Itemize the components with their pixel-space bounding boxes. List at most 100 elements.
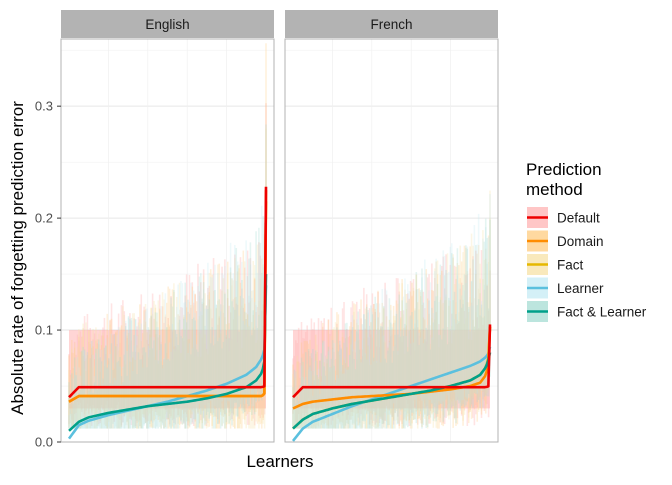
error-bar [409, 355, 412, 409]
error-bar [374, 308, 377, 416]
error-bar [200, 333, 202, 429]
error-bar [181, 336, 184, 425]
error-bar [177, 349, 179, 416]
error-bar [173, 346, 175, 423]
error-bar [241, 261, 243, 411]
error-bar [69, 409, 72, 429]
error-bar [231, 338, 233, 420]
error-bar [102, 383, 104, 429]
error-bar [321, 340, 324, 429]
error-bar [432, 322, 435, 421]
error-bar [296, 400, 299, 429]
error-bar [208, 285, 211, 404]
error-bar [119, 357, 121, 429]
error-bar [191, 327, 194, 415]
error-bar [310, 370, 313, 429]
error-bar [394, 334, 396, 413]
error-bar [449, 246, 452, 393]
error-bar [358, 353, 361, 425]
error-bar [480, 304, 483, 387]
error-bar [224, 259, 226, 415]
error-bar [333, 343, 335, 429]
error-bar [476, 244, 479, 394]
error-bar [343, 342, 345, 429]
error-bar [374, 330, 377, 413]
error-bar [297, 327, 300, 415]
error-bar [158, 310, 161, 423]
error-bar [103, 365, 106, 416]
error-bar [346, 369, 348, 429]
error-bar [384, 288, 386, 414]
error-bar [296, 343, 299, 429]
error-bar [351, 363, 354, 425]
error-bar [446, 273, 449, 396]
error-bar [180, 352, 182, 417]
error-bar [151, 307, 154, 423]
error-bar [314, 334, 317, 429]
error-bar [148, 329, 151, 424]
error-bar [214, 337, 216, 417]
error-bar [229, 242, 232, 412]
error-bar [306, 325, 308, 419]
error-bar [324, 370, 327, 416]
error-bar [219, 304, 222, 429]
error-bar [312, 328, 314, 421]
error-bar [234, 244, 236, 407]
error-bar [68, 354, 70, 425]
error-bar [253, 302, 256, 388]
error-bar [171, 289, 174, 427]
error-bar [404, 353, 406, 412]
error-bar [412, 342, 415, 413]
error-bar [484, 227, 487, 381]
error-bar [470, 233, 473, 396]
error-bar [388, 342, 391, 415]
error-bar [85, 394, 87, 429]
error-bar [248, 302, 250, 425]
error-bar [456, 248, 459, 400]
error-bar [391, 327, 394, 409]
error-bar [480, 301, 483, 391]
error-bar [293, 369, 296, 429]
error-bar [184, 359, 187, 429]
error-bar [113, 377, 116, 429]
error-bar [406, 351, 409, 428]
error-bar [320, 320, 323, 408]
error-bar [258, 315, 260, 380]
error-bar [435, 296, 437, 422]
error-bar [214, 343, 216, 417]
panel-border [60, 38, 275, 443]
error-bar [200, 273, 202, 415]
error-bar [117, 350, 120, 429]
error-bar [384, 340, 386, 429]
error-bar [71, 339, 73, 429]
error-bar [459, 288, 462, 402]
error-bar [419, 296, 422, 415]
error-bar [219, 333, 222, 413]
error-bar [150, 337, 153, 421]
error-bar [436, 283, 439, 415]
error-bar [191, 286, 194, 410]
error-bar [408, 290, 411, 414]
error-bar [99, 387, 101, 429]
error-bar [487, 237, 490, 373]
error-bar [160, 361, 162, 422]
error-bar [197, 356, 199, 413]
error-bar [392, 315, 395, 422]
error-bar [95, 353, 97, 429]
error-bar [338, 340, 341, 424]
error-bar [377, 290, 379, 427]
error-bar [209, 269, 212, 416]
error-bar [154, 312, 157, 429]
error-bar [173, 283, 175, 413]
error-bar [73, 341, 76, 415]
error-bar [131, 351, 134, 429]
error-bar [304, 340, 307, 429]
error-bar [209, 329, 212, 414]
error-bar [367, 346, 369, 414]
error-bar [137, 352, 140, 429]
error-bar [385, 294, 388, 406]
error-bar [242, 329, 245, 420]
error-bar [348, 326, 351, 410]
error-bar [398, 283, 401, 414]
error-bar [368, 325, 371, 429]
